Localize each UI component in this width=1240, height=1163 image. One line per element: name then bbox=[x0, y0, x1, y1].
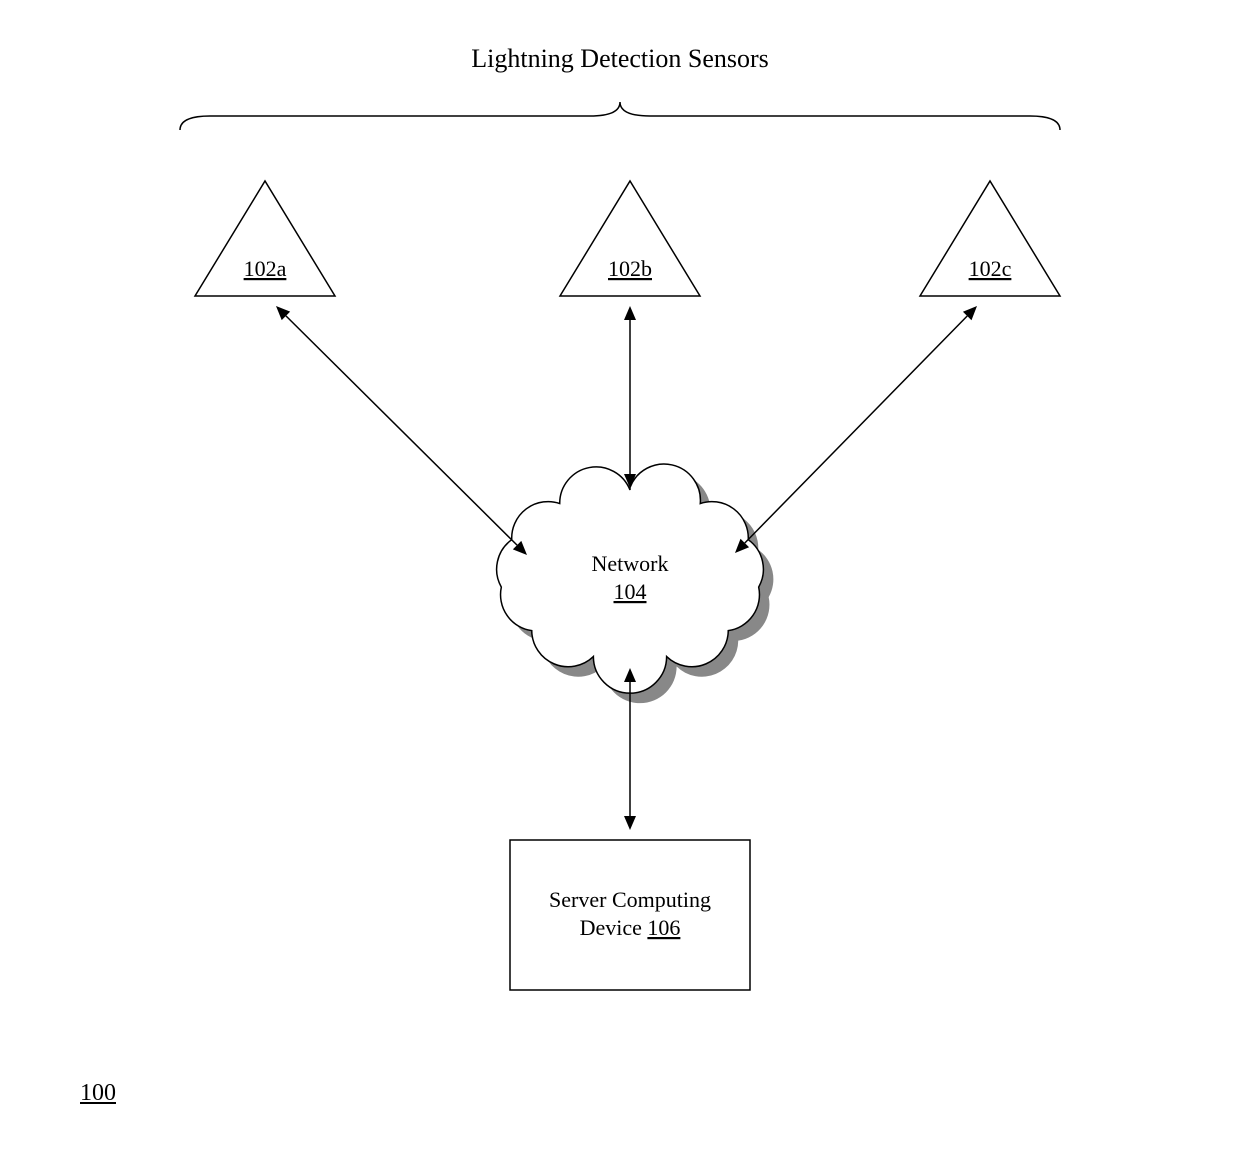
figure-reference: 100 bbox=[80, 1080, 116, 1107]
diagram-title: Lightning Detection Sensors bbox=[0, 44, 1240, 74]
diagram-canvas: 102a 102b 102c Network 104 Server Computing De… bbox=[0, 0, 1240, 1163]
svg-text:102a: 102a bbox=[244, 256, 287, 281]
svg-text:Device 106: Device 106 bbox=[580, 915, 681, 940]
svg-text:102b: 102b bbox=[608, 256, 652, 281]
svg-text:Server Computing: Server Computing bbox=[549, 887, 711, 912]
svg-text:Network: Network bbox=[592, 551, 669, 576]
svg-text:104: 104 bbox=[614, 579, 647, 604]
diagram-svg: 102a 102b 102c Network 104 Server Computing De… bbox=[0, 0, 1240, 1163]
svg-text:102c: 102c bbox=[969, 256, 1012, 281]
